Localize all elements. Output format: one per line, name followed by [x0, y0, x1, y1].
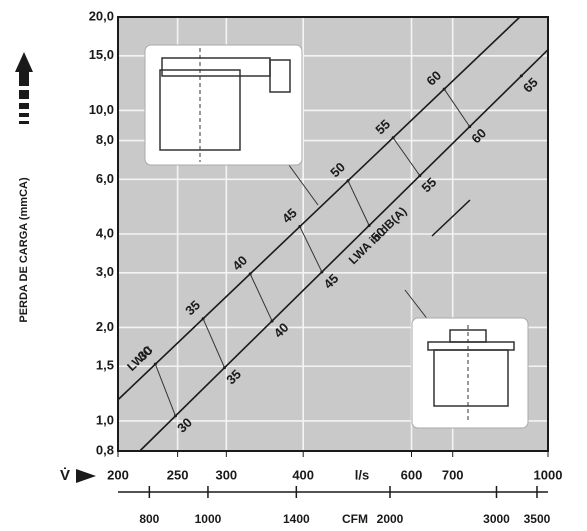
- chart: 30354045505560LWIC3035404550556065LWA in…: [0, 0, 587, 531]
- x-tick-label: 600: [401, 467, 423, 482]
- x2-tick-label: 800: [139, 512, 159, 526]
- x-unit: l/s: [355, 467, 369, 482]
- x-tick-label: 400: [292, 467, 314, 482]
- x2-tick-label: 3000: [483, 512, 510, 526]
- x-symbol: V̇: [60, 467, 70, 484]
- y-tick-label: 1,5: [96, 358, 114, 373]
- x-tick-label: 700: [442, 467, 464, 482]
- y-arrow: [15, 52, 33, 124]
- y-tick-label: 6,0: [96, 171, 114, 186]
- x2-tick-label: 2000: [377, 512, 404, 526]
- y-tick-label: 8,0: [96, 132, 114, 147]
- y-axis-title: PERDA DE CARGA (mmCA): [18, 177, 30, 323]
- y-tick-label: 10,0: [89, 102, 114, 117]
- level-mark: [520, 74, 523, 77]
- y-tick-label: 2,0: [96, 319, 114, 334]
- x2-tick-label: 1000: [195, 512, 222, 526]
- x-tick-label: 1000: [534, 467, 563, 482]
- x2-tick-label: 1400: [283, 512, 310, 526]
- y-tick-label: 20,0: [89, 8, 114, 23]
- y-tick-label: 15,0: [89, 47, 114, 62]
- y-tick-label: 1,0: [96, 412, 114, 427]
- y-tick-label: 0,8: [96, 442, 114, 457]
- y-tick-label: 3,0: [96, 264, 114, 279]
- x-tick-label: 200: [107, 467, 129, 482]
- y-tick-label: 4,0: [96, 225, 114, 240]
- x2-tick-label: 3500: [524, 512, 551, 526]
- x-arrow: [76, 469, 96, 483]
- x-tick-label: 250: [167, 467, 189, 482]
- x2-unit: CFM: [342, 512, 368, 526]
- x-tick-label: 300: [215, 467, 237, 482]
